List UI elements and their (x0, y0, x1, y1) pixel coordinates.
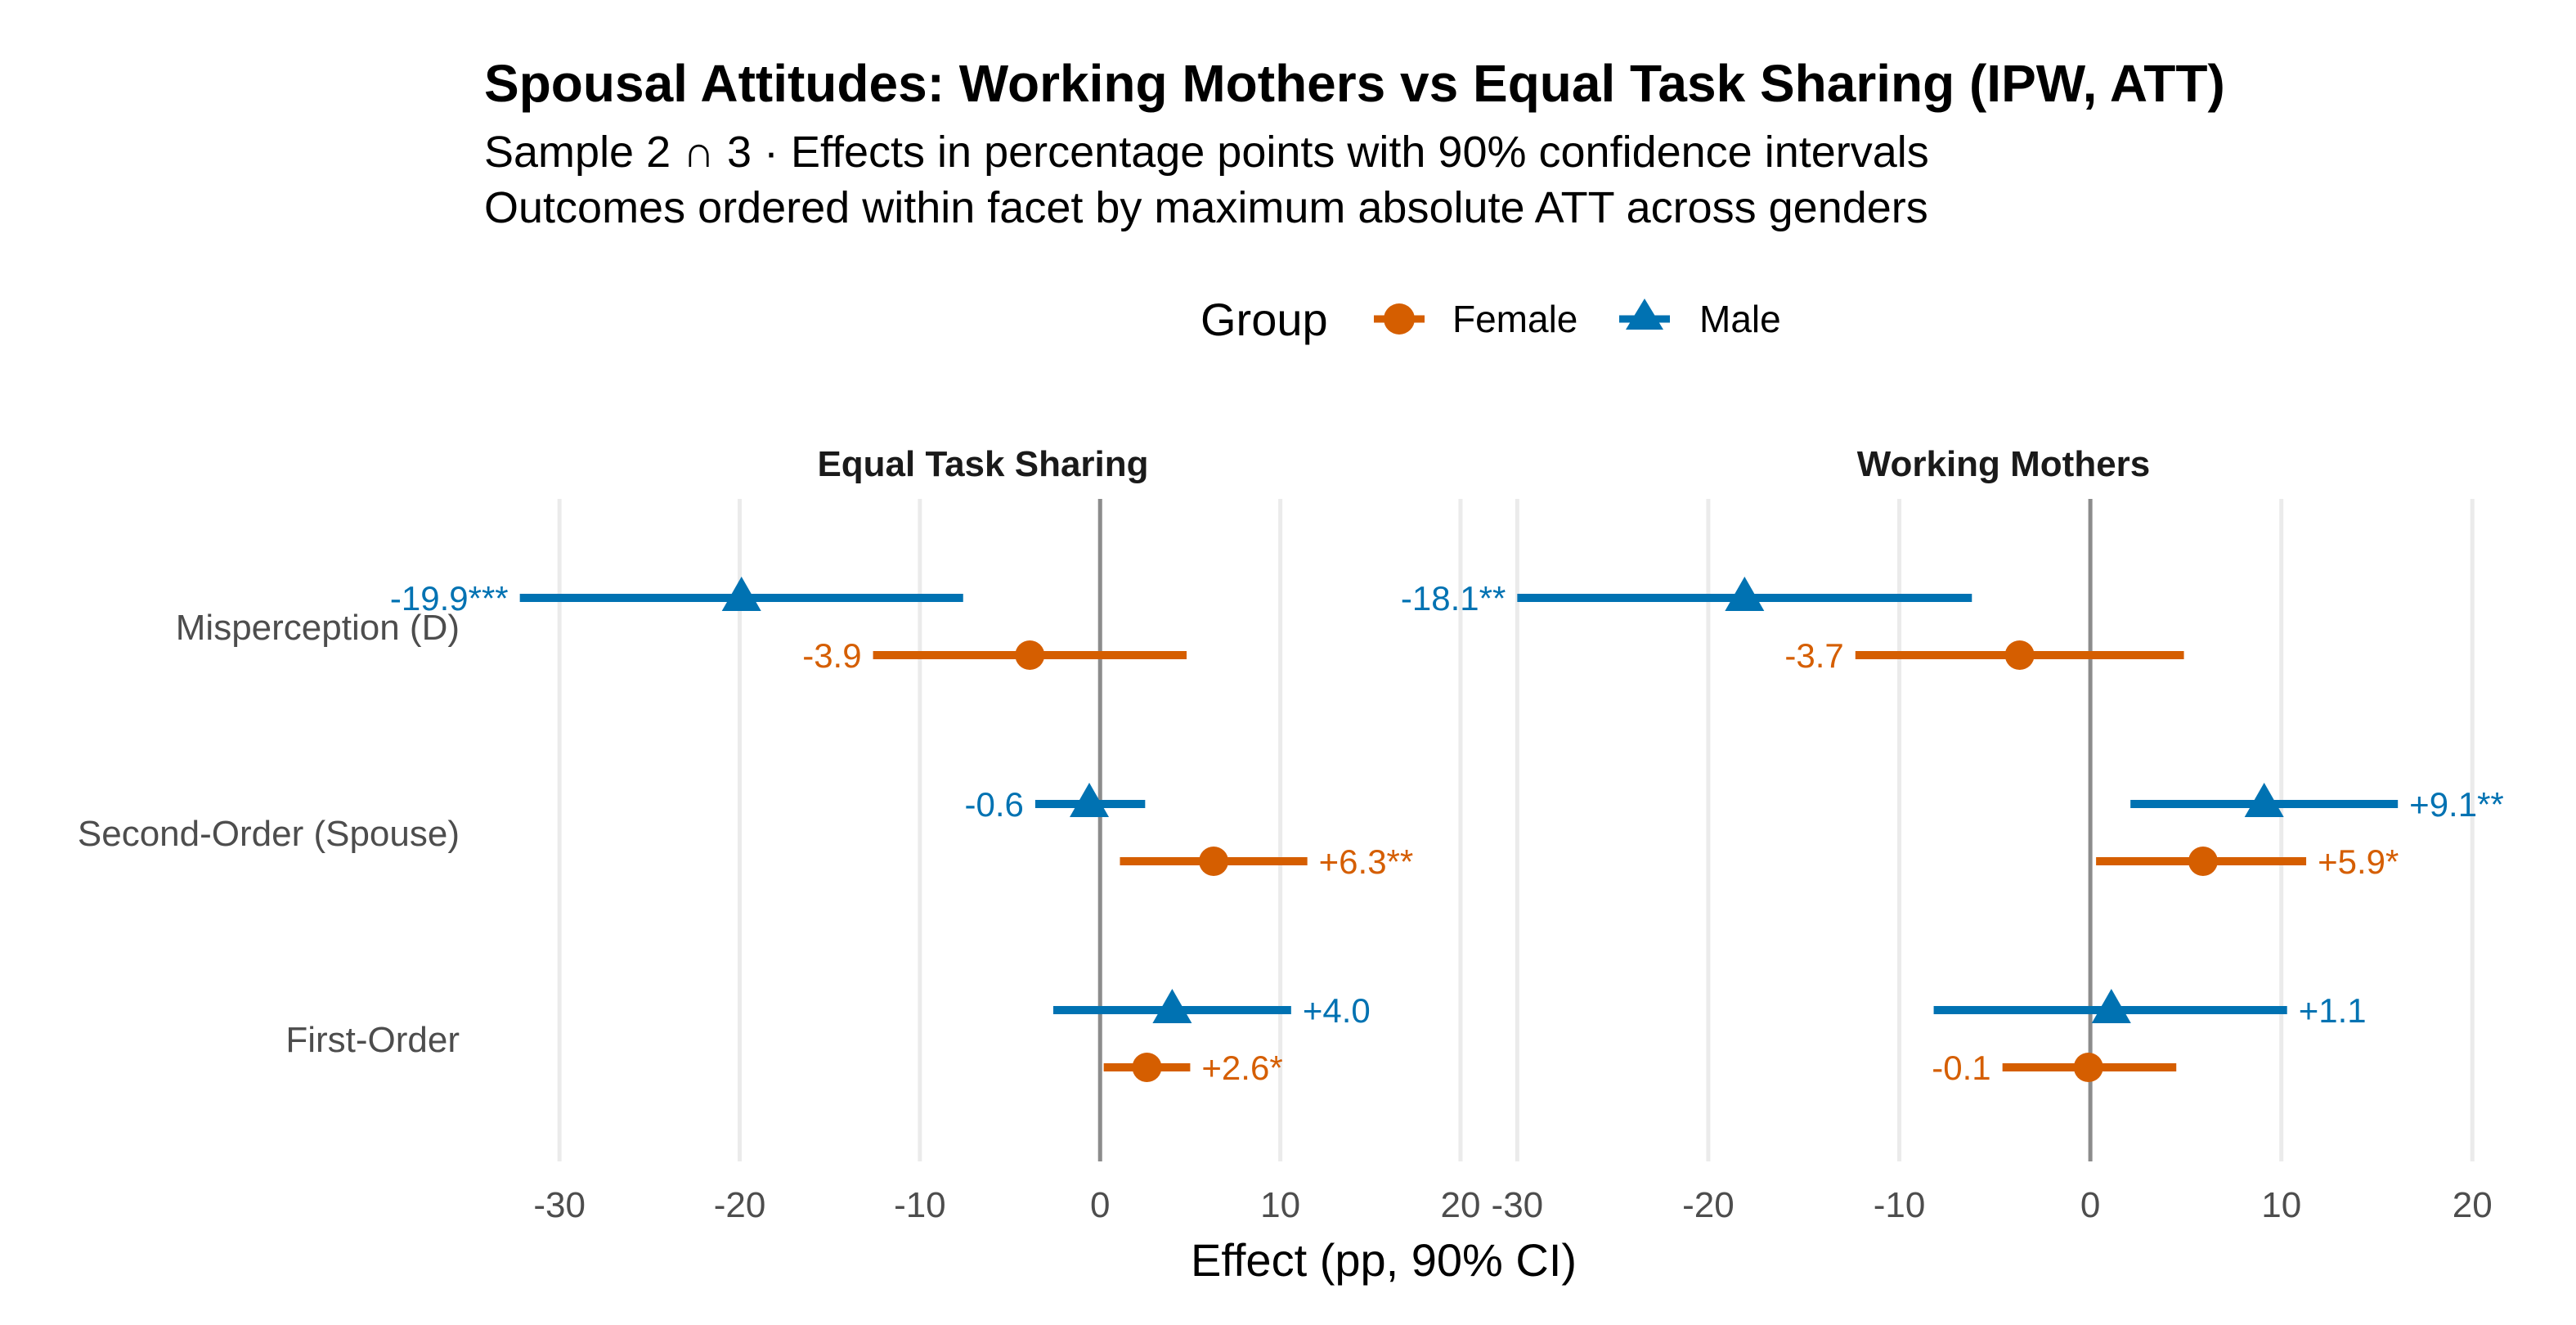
data-label-equal-task-sharing-misperception-d-female: -3.9 (802, 636, 861, 675)
legend-title: Group (1200, 294, 1328, 345)
panel-working-mothers: -30 -20 -10 0 10 20 -18.1** +9.1** +1.1 -3.7 +5.9*… (1401, 499, 2504, 1225)
data-label-equal-task-sharing-first-order-female: +2.6* (1201, 1049, 1282, 1087)
data-label-working-mothers-misperception-d-female: -3.7 (1784, 636, 1843, 675)
data-label-equal-task-sharing-misperception-d-male: -19.9*** (390, 579, 509, 618)
legend-label-female: Female (1452, 298, 1577, 340)
x-tick-label-working-mothers: 20 (2453, 1185, 2493, 1225)
point-equal-task-sharing-second-order-spouse-female (1199, 847, 1229, 876)
legend-label-male: Male (1699, 298, 1781, 340)
point-working-mothers-first-order-female (2073, 1053, 2103, 1082)
x-tick-label-working-mothers: -20 (1682, 1185, 1735, 1225)
x-tick-label-equal-task-sharing: -30 (533, 1185, 586, 1225)
chart-subtitle-line-1: Sample 2 ∩ 3 · Effects in percentage poi… (484, 128, 1929, 177)
chart-title: Spousal Attitudes: Working Mothers vs Eq… (484, 54, 2225, 113)
x-tick-label-equal-task-sharing: 20 (1440, 1185, 1480, 1225)
x-tick-label-equal-task-sharing: 0 (1090, 1185, 1110, 1225)
x-axis-label: Effect (pp, 90% CI) (1191, 1234, 1577, 1286)
x-tick-label-equal-task-sharing: -20 (714, 1185, 766, 1225)
x-tick-label-working-mothers: -30 (1492, 1185, 1544, 1225)
point-equal-task-sharing-first-order-male (1152, 989, 1192, 1023)
point-equal-task-sharing-first-order-female (1132, 1053, 1162, 1082)
point-equal-task-sharing-second-order-spouse-male (1070, 783, 1110, 817)
facet-title-equal-task-sharing: Equal Task Sharing (817, 444, 1148, 484)
point-equal-task-sharing-misperception-d-male (721, 577, 761, 611)
facet-title-working-mothers: Working Mothers (1857, 444, 2151, 484)
chart-subtitle-line-2: Outcomes ordered within facet by maximum… (484, 183, 1928, 232)
data-label-working-mothers-second-order-spouse-female: +5.9* (2318, 842, 2399, 881)
data-label-equal-task-sharing-second-order-spouse-female: +6.3** (1319, 842, 1414, 881)
point-working-mothers-misperception-d-female (2004, 640, 2035, 670)
data-label-working-mothers-misperception-d-male: -18.1** (1401, 579, 1506, 618)
point-equal-task-sharing-misperception-d-female (1015, 640, 1045, 670)
data-label-working-mothers-first-order-male: +1.1 (2299, 991, 2367, 1030)
y-label-first-order: First-Order (285, 1020, 460, 1060)
data-label-working-mothers-first-order-female: -0.1 (1932, 1049, 1990, 1087)
panel-equal-task-sharing: -30 -20 -10 0 10 20 -19.9*** -0.6 +4.0 -3.9 +6.3**… (390, 499, 1480, 1225)
x-tick-label-equal-task-sharing: 10 (1260, 1185, 1300, 1225)
data-label-equal-task-sharing-second-order-spouse-male: -0.6 (965, 785, 1024, 824)
x-tick-label-working-mothers: 0 (2080, 1185, 2100, 1225)
data-label-equal-task-sharing-first-order-male: +4.0 (1303, 991, 1371, 1030)
y-label-misperception: Misperception (D) (176, 608, 460, 648)
x-tick-label-equal-task-sharing: -10 (894, 1185, 946, 1225)
point-working-mothers-second-order-spouse-female (2188, 847, 2218, 876)
point-working-mothers-first-order-male (2091, 989, 2131, 1023)
x-tick-label-working-mothers: 10 (2261, 1185, 2301, 1225)
legend-key-female (1374, 303, 1425, 335)
x-tick-label-working-mothers: -10 (1874, 1185, 1926, 1225)
y-label-second-order: Second-Order (Spouse) (78, 814, 460, 854)
legend-key-male (1619, 299, 1670, 330)
point-working-mothers-second-order-spouse-male (2244, 783, 2284, 817)
data-label-working-mothers-second-order-spouse-male: +9.1** (2409, 785, 2504, 824)
point-working-mothers-misperception-d-male (1725, 577, 1765, 611)
legend: Group Female Male (1200, 294, 1781, 345)
